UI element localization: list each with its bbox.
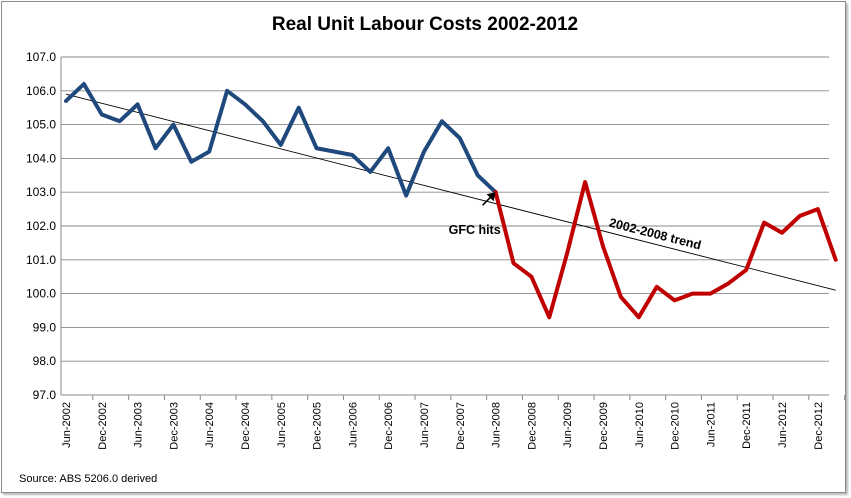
x-tick-label: Jun-2004	[204, 402, 216, 448]
x-tick-label: Dec-2009	[598, 402, 610, 450]
x-tick-label: Jun-2010	[634, 402, 646, 448]
y-tick-label: 100.0	[26, 287, 56, 301]
x-axis-ticks: Jun-2002 Dec-2002 Jun-2003 Dec-2003 Jun-2004…	[61, 402, 825, 450]
x-tick-label: Jun-2012	[777, 402, 789, 448]
annotation-trend: 2002-2008 trend	[608, 216, 703, 253]
chart-title: Real Unit Labour Costs 2002-2012	[272, 14, 578, 35]
y-tick-label: 104.0	[26, 151, 56, 165]
series-line-0	[64, 82, 498, 198]
x-tick-label: Jun-2007	[419, 402, 431, 448]
x-tick-label: Jun-2002	[61, 402, 73, 448]
y-tick-label: 107.0	[26, 50, 56, 64]
y-tick-label: 98.0	[33, 354, 57, 368]
x-tick-label: Jun-2009	[562, 402, 574, 448]
y-tick-label: 103.0	[26, 185, 56, 199]
y-tick-label: 97.0	[33, 388, 57, 402]
source-note: Source: ABS 5206.0 derived	[19, 473, 157, 485]
x-tick-label: Dec-2012	[813, 402, 825, 450]
x-tick-label: Dec-2004	[240, 402, 252, 450]
x-tick-label: Dec-2010	[670, 402, 682, 450]
x-tick-label: Jun-2005	[276, 402, 288, 448]
y-tick-label: 105.0	[26, 118, 56, 132]
x-tick-label: Dec-2003	[168, 402, 180, 450]
x-tick-label: Dec-2006	[383, 402, 395, 450]
x-tick-label: Jun-2008	[491, 402, 503, 448]
plot-area	[64, 82, 838, 320]
y-tick-label: 102.0	[26, 219, 56, 233]
x-tick-label: Dec-2002	[97, 402, 109, 450]
y-tick-label: 99.0	[33, 320, 57, 334]
annotation-gfc-hits: GFC hits	[449, 223, 501, 237]
x-tick-label: Jun-2006	[347, 402, 359, 448]
x-tick-label: Jun-2003	[133, 402, 145, 448]
x-tick-label: Dec-2011	[741, 402, 753, 449]
trend-line	[65, 93, 836, 291]
x-tick-label: Jun-2011	[705, 402, 717, 447]
x-tick-label: Dec-2008	[526, 402, 538, 450]
x-tick-label: Dec-2007	[455, 402, 467, 450]
gfc-arrow-head	[486, 192, 496, 202]
y-tick-label: 101.0	[26, 253, 56, 267]
series-line-1	[493, 180, 838, 320]
y-axis-ticks: 97.0 98.0 99.0 100.0 101.0 102.0 103.0 104.0 105…	[26, 50, 56, 402]
grid-lines	[60, 56, 846, 400]
y-tick-label: 106.0	[26, 84, 56, 98]
x-tick-label: Dec-2005	[312, 402, 324, 450]
